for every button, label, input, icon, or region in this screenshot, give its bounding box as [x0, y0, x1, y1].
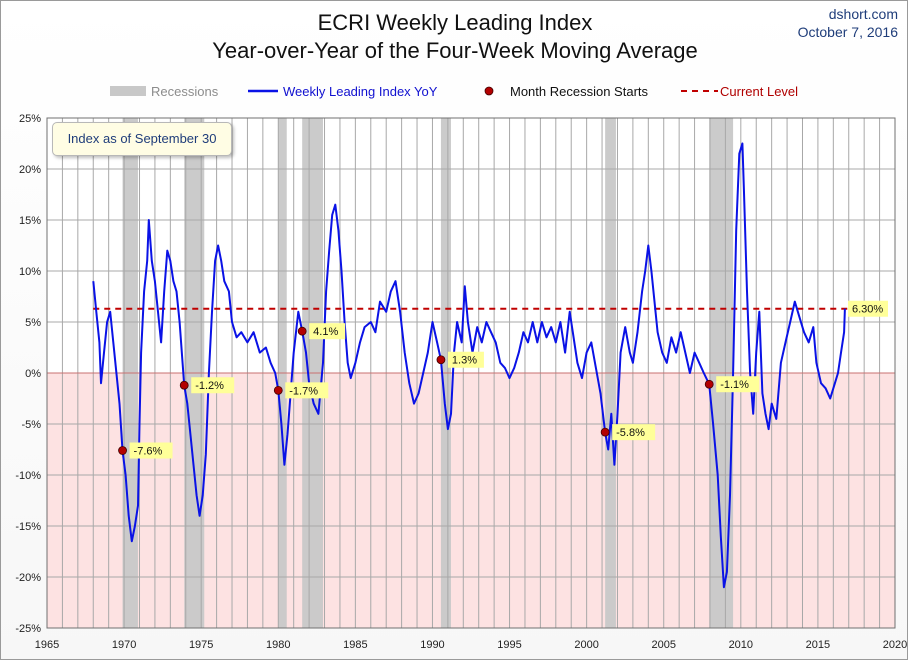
current-level-label: 6.30%: [852, 304, 883, 316]
chart-subtitle: Year-over-Year of the Four-Week Moving A…: [212, 38, 698, 63]
recession-start-marker: [600, 427, 610, 437]
legend-recession-swatch: [110, 86, 146, 96]
x-tick-label: 1985: [343, 639, 367, 651]
legend-marker-swatch: [484, 86, 494, 96]
recession-start-label: 1.3%: [452, 355, 477, 367]
y-tick-label: 20%: [19, 164, 41, 176]
x-tick-label: 1970: [112, 639, 136, 651]
recession-start-label: -7.6%: [134, 446, 163, 458]
y-tick-label: 0%: [25, 368, 41, 380]
y-tick-label: 25%: [19, 113, 41, 125]
recession-start-label-bg: [285, 382, 329, 399]
recession-start-marker: [704, 379, 714, 389]
y-tick-label: -25%: [15, 623, 41, 635]
recession-start-label-bg: [447, 351, 484, 368]
recession-start-label-bg: [309, 323, 346, 340]
recession-start-label: -1.2%: [195, 380, 224, 392]
recession-start-marker: [179, 380, 189, 390]
x-tick-label: 1990: [420, 639, 444, 651]
x-tick-label: 1980: [266, 639, 290, 651]
negative-zone: [47, 373, 895, 628]
recession-start-marker: [297, 326, 307, 336]
legend-recessions-label: Recessions: [151, 84, 219, 99]
y-tick-label: 5%: [25, 317, 41, 329]
recession-start-label: 4.1%: [313, 326, 338, 338]
x-tick-label: 2000: [574, 639, 598, 651]
chart-title: ECRI Weekly Leading Index: [317, 10, 593, 35]
legend-series-label: Weekly Leading Index YoY: [283, 84, 438, 99]
x-tick-label: 2005: [651, 639, 675, 651]
recession-start-label: -1.1%: [720, 379, 749, 391]
recession-start-marker: [436, 355, 446, 365]
recession-start-label: -1.7%: [289, 385, 318, 397]
info-box: Index as of September 30: [52, 122, 232, 156]
plot-border: [46, 117, 896, 629]
recession-start-label-bg: [716, 376, 760, 393]
x-tick-label: 1975: [189, 639, 213, 651]
source-date: October 7, 2016: [797, 24, 898, 40]
current-level-label-bg: [848, 300, 888, 317]
recession-start-label: -5.8%: [616, 427, 645, 439]
y-tick-label: -10%: [15, 470, 41, 482]
x-tick-label: 1995: [497, 639, 521, 651]
recession-start-marker: [118, 446, 127, 455]
y-tick-label: 10%: [19, 266, 41, 278]
legend-markers-label: Month Recession Starts: [510, 84, 649, 99]
recession-start-label-bg: [191, 377, 235, 394]
legend-current-label: Current Level: [720, 84, 798, 99]
recession-start-marker: [273, 385, 283, 395]
recession-start-label-bg: [129, 442, 173, 459]
x-tick-label: 2020: [883, 639, 907, 651]
x-tick-label: 1965: [35, 639, 59, 651]
y-tick-label: -20%: [15, 572, 41, 584]
recession-start-label-bg: [612, 424, 656, 441]
y-tick-label: -5%: [21, 419, 41, 431]
x-tick-label: 2010: [729, 639, 753, 651]
y-tick-label: -15%: [15, 521, 41, 533]
source-site: dshort.com: [828, 6, 898, 22]
series-line: [92, 142, 846, 589]
y-tick-label: 15%: [19, 215, 41, 227]
x-tick-label: 2015: [806, 639, 830, 651]
